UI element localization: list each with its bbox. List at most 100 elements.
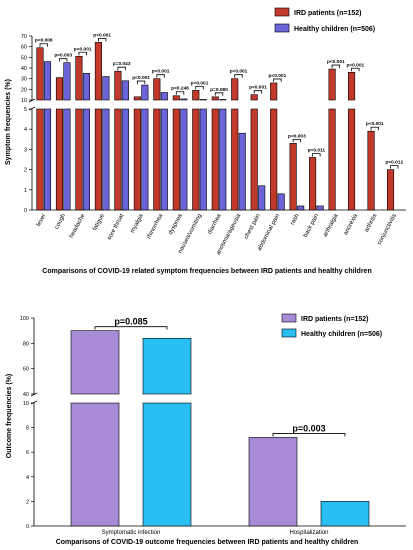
chart1-significance-bracket: [234, 74, 243, 78]
chart1-category-label: abdominal pain: [257, 213, 281, 252]
chart1-bar-ird-upper: [250, 94, 258, 101]
chart1-ylabel: Symptom frequencies (%): [5, 79, 12, 165]
chart1-p-value-label: p<0.001: [191, 80, 209, 86]
chart1-p-value-label: p<0.001: [269, 73, 287, 79]
chart1-bar-healthy-lower: [43, 108, 52, 211]
chart2-p-value-label: p=0.085: [114, 317, 147, 327]
chart1-bar-ird-upper: [231, 78, 239, 101]
chart1-category-label: fatigue: [92, 213, 106, 232]
chart2-axis-break-mark: [30, 392, 38, 397]
chart1-p-value-label: p=0.012: [385, 160, 403, 166]
chart1-significance-bracket: [39, 43, 48, 47]
chart1-bar-healthy-lower: [141, 108, 149, 211]
chart1-y-tick-label: 50: [21, 55, 27, 61]
chart1-bar-healthy: [297, 205, 305, 211]
chart1-bar-healthy-lower: [219, 108, 227, 211]
chart2-p-value-label: p=0.003: [292, 423, 325, 433]
chart2-y-tick-label: 10: [23, 401, 29, 407]
chart2-ylabel: Outcome frequencies (%): [6, 374, 13, 458]
chart1-bar-healthy: [316, 205, 324, 211]
symptom-frequency-chart: Symptom frequencies (%) 10 20 30 40 50 60 70 0 1…: [5, 7, 406, 275]
chart1-significance-bracket: [175, 91, 185, 95]
chart1-legend-swatch-healthy: [274, 23, 290, 33]
chart1-p-value-label: p<0.001: [346, 62, 364, 68]
chart1-bar-healthy-upper: [102, 76, 110, 101]
chart1-bar-ird-upper: [153, 78, 161, 101]
chart1-significance-bracket: [370, 126, 379, 131]
chart2-y-tick-label: 8: [26, 426, 29, 432]
chart1-significance-bracket: [156, 74, 165, 78]
chart2-category-label: Symptomatic infection: [102, 530, 161, 536]
chart1-bar-ird-upper: [114, 70, 122, 101]
chart1-p-value-label: p=0.006: [35, 38, 53, 44]
chart1-bar-ird-lower: [133, 108, 141, 211]
chart1-significance-bracket: [59, 58, 68, 62]
chart2-legend-swatch-healthy: [281, 328, 297, 338]
chart1-y-tick-label: 10: [21, 98, 27, 104]
chart1-category-label: rash: [290, 213, 301, 226]
chart2-bar-ird-lower: [70, 402, 120, 527]
chart2-legend-label-ird: IRD patients (n=152): [301, 316, 369, 323]
chart1-bar-ird-upper: [133, 96, 141, 101]
chart1-bar-ird-lower: [211, 108, 219, 211]
chart1-bar-ird-upper: [211, 96, 219, 101]
chart1-y-tick-label: 40: [21, 66, 27, 72]
chart1-category-label: headache: [69, 213, 87, 240]
chart2-category-label: Hospitalization: [289, 530, 328, 536]
chart2-bar-healthy-lower: [142, 402, 192, 527]
chart1-category-label: diarrhea: [207, 213, 223, 236]
chart1-p-value-label: p<0.001: [132, 75, 150, 81]
chart1-significance-bracket: [98, 38, 107, 42]
chart1-p-value-label: p=0.246: [171, 86, 189, 92]
chart1-significance-bracket: [117, 66, 126, 71]
chart2-caption: Comparisons of COVID-19 outcome frequenc…: [56, 539, 359, 546]
chart2-y-tick-label: 2: [26, 499, 29, 505]
chart1-y-tick-label: 20: [21, 87, 27, 93]
chart1-significance-bracket: [390, 165, 399, 169]
chart1-bar-healthy-upper: [141, 84, 149, 101]
chart1-y-tick-label: 70: [21, 34, 27, 40]
chart2-axis-break-mark: [30, 400, 38, 405]
chart1-bar-ird-lower: [328, 108, 336, 211]
chart1-y-tick-label: 30: [21, 77, 27, 83]
chart1-category-label: cough: [54, 213, 67, 230]
chart1-p-value-label: p=0.043: [113, 61, 131, 67]
chart1-bar-healthy-upper: [43, 61, 52, 101]
chart1-bar-ird-lower: [114, 108, 122, 211]
chart2-y-tick-label: 0: [26, 524, 29, 530]
chart1-significance-bracket: [331, 64, 340, 69]
chart1-significance-bracket: [273, 78, 282, 82]
chart1-bar-ird-upper: [270, 82, 278, 101]
chart1-bar-healthy-lower: [160, 108, 168, 211]
chart1-bar-healthy: [277, 193, 285, 211]
chart2-significance-bracket: [94, 326, 168, 330]
chart1-bar-healthy-upper: [82, 73, 90, 101]
chart1-bar-healthy-lower: [63, 108, 71, 211]
chart1-category-label: arthritis: [364, 213, 379, 233]
chart1-y-tick-label: 1: [24, 188, 27, 194]
chart1-category-label: anorexia: [343, 213, 359, 237]
chart1-bar-ird: [289, 143, 297, 211]
chart1-p-value-label: p<0.001: [93, 32, 111, 38]
chart1-axis-break-mark: [28, 98, 36, 103]
chart2-y-tick-label: 6: [26, 450, 29, 456]
chart2-significance-bracket: [272, 433, 346, 437]
chart2-y-tick-label: 40: [23, 392, 29, 398]
chart2-y-tick-label: 80: [23, 341, 29, 347]
chart1-bar-ird-upper: [55, 77, 64, 101]
chart1-y-tick-label: 60: [21, 45, 27, 51]
chart1-bar-ird-lower: [75, 108, 83, 211]
chart1-p-value-label: p<0.001: [249, 85, 267, 91]
chart2-legend-swatch-ird: [281, 313, 297, 323]
chart1-bar-ird-upper: [172, 95, 180, 101]
chart1-bar-ird-upper: [348, 71, 356, 101]
chart1-bar-healthy-lower: [180, 108, 188, 211]
chart1-p-value-label: p<0.001: [327, 59, 345, 65]
chart1-bar-ird: [367, 130, 375, 211]
chart1-axis-break-mark: [28, 106, 36, 111]
chart1-significance-bracket: [214, 92, 224, 96]
chart2-legend: IRD patients (n=152) Healthy children (n…: [281, 313, 382, 338]
chart1-significance-bracket: [78, 51, 87, 56]
chart2-y-tick-label: 100: [20, 316, 29, 322]
chart1-bar-healthy-upper: [63, 62, 71, 101]
